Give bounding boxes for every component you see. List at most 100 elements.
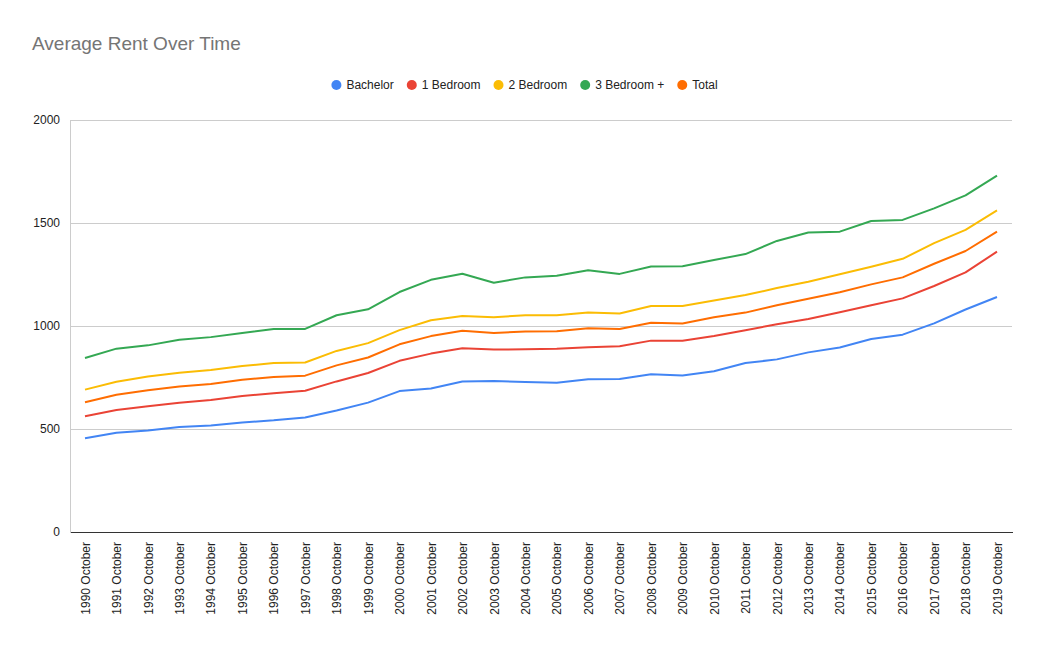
x-tick: 2016 October [896,532,910,615]
x-tick-label: 2000 October [393,542,407,615]
x-tick-label: 2002 October [456,542,470,615]
x-tick: 2003 October [488,532,502,615]
x-tick-label: 1995 October [236,542,250,615]
grid-line [70,532,1012,533]
legend-label: 1 Bedroom [422,78,481,92]
x-tick-label: 1992 October [142,542,156,615]
x-tick: 2012 October [771,532,785,615]
x-tick: 2013 October [802,532,816,615]
y-tick-label: 0 [53,525,60,539]
y-axis-line [70,121,71,533]
x-axis: 1990 October 1991 October 1992 October 1993… [71,532,1013,615]
x-tick: 1992 October [142,532,156,615]
y-tick-label: 1500 [33,216,60,230]
x-axis-line [71,532,1013,533]
x-tick-label: 2013 October [802,542,816,615]
y-tick-label: 2000 [33,113,60,127]
x-tick-label: 1990 October [79,542,93,615]
x-tick: 2001 October [425,532,439,615]
legend-label: 3 Bedroom + [595,78,664,92]
x-tick: 2011 October [739,532,753,614]
grid-line [70,326,1012,327]
x-tick: 2009 October [676,532,690,615]
x-tick-label: 2004 October [519,542,533,615]
legend-marker [580,80,590,90]
x-tick-label: 2006 October [582,542,596,615]
title: Average Rent Over Time [32,33,241,54]
x-tick-label: 1993 October [173,542,187,615]
y-tick: 500 [40,422,70,436]
x-tick-label: 2010 October [708,542,722,615]
chart: Average Rent Over Time 0 500 1000 1500 2000 19… [0,0,1044,645]
series-line [85,297,997,438]
x-tick-label: 2009 October [676,542,690,615]
x-tick: 1996 October [267,532,281,615]
legend-label: Bachelor [346,78,393,92]
x-tick: 1995 October [236,532,250,615]
legend-marker [493,80,503,90]
legend: Bachelor 1 Bedroom 2 Bedroom 3 Bedroom + Tot… [331,78,717,92]
x-tick-label: 1997 October [299,542,313,615]
x-tick-label: 2015 October [865,542,879,615]
x-tick: 1991 October [110,532,124,615]
x-tick: 2005 October [550,532,564,615]
x-tick-label: 1998 October [330,542,344,615]
x-tick-label: 2005 October [550,542,564,615]
y-tick: 2000 [33,113,70,127]
x-tick: 2010 October [708,532,722,615]
x-tick-label: 2016 October [896,542,910,615]
x-tick: 2007 October [613,532,627,615]
x-tick-label: 2019 October [991,542,1005,615]
series-line [85,232,997,403]
x-tick-label: 2018 October [959,542,973,615]
x-tick-label: 2001 October [425,542,439,615]
x-tick-label: 1994 October [204,542,218,615]
y-tick: 1500 [33,216,70,230]
series-line [85,210,997,389]
x-tick: 2019 October [991,532,1005,615]
grid-line [70,120,1012,121]
x-tick-label: 1996 October [267,542,281,615]
x-tick: 2008 October [645,532,659,615]
y-tick-label: 1000 [33,319,60,333]
x-tick-label: 1991 October [110,542,124,615]
legend-label: 2 Bedroom [508,78,567,92]
x-tick: 2004 October [519,532,533,615]
y-tick: 1000 [33,319,70,333]
plot-area [85,176,997,439]
y-axis: 0 500 1000 1500 2000 [33,113,70,539]
x-tick-label: 2003 October [488,542,502,615]
x-tick: 1994 October [204,532,218,615]
x-tick: 1999 October [362,532,376,615]
x-tick: 2000 October [393,532,407,615]
grid-line [70,223,1012,224]
legend-marker [407,80,417,90]
grid-line [70,429,1012,430]
x-tick-label: 2008 October [645,542,659,615]
legend-marker [677,80,687,90]
x-tick-label: 2017 October [928,542,942,615]
x-tick: 2002 October [456,532,470,615]
x-tick: 1993 October [173,532,187,615]
legend-label: Total [692,78,717,92]
legend-item: 2 Bedroom [493,78,567,92]
x-tick: 2006 October [582,532,596,615]
x-tick: 2014 October [833,532,847,615]
x-tick: 1998 October [330,532,344,615]
x-tick: 2018 October [959,532,973,615]
x-tick: 1990 October [79,532,93,615]
legend-item: 3 Bedroom + [580,78,664,92]
grid [70,120,1012,532]
x-tick-label: 2014 October [833,542,847,615]
x-tick: 2015 October [865,532,879,615]
y-tick-label: 500 [40,422,60,436]
background [0,0,1044,645]
legend-item: Bachelor [331,78,393,92]
x-tick-label: 2007 October [613,542,627,615]
legend-item: Total [677,78,717,92]
x-tick-label: 2011 October [739,542,753,614]
y-tick: 0 [53,525,70,539]
x-tick-label: 2012 October [771,542,785,615]
x-tick: 2017 October [928,532,942,615]
legend-marker [331,80,341,90]
